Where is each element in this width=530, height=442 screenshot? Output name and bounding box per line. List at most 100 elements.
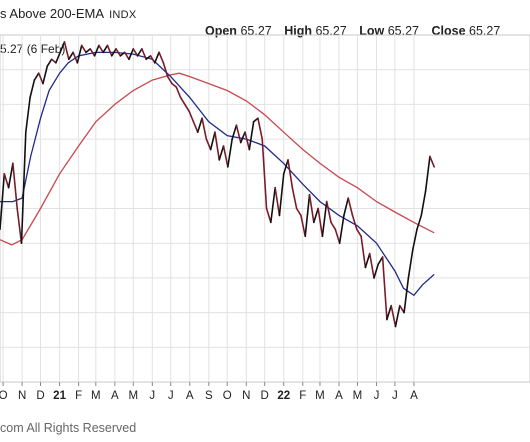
x-tick-label: M bbox=[128, 390, 138, 402]
x-tick-label: N bbox=[18, 390, 26, 402]
chart-title-text: s Above 200-EMA bbox=[0, 6, 105, 21]
price-segment bbox=[192, 120, 199, 133]
price-segment bbox=[261, 138, 268, 210]
price-segment bbox=[300, 214, 307, 238]
x-axis-ticks: O N D 21 F M A M J J A S O N D 22 F M A M J J A bbox=[0, 382, 418, 402]
price-segment bbox=[304, 193, 311, 238]
price-segment bbox=[145, 55, 152, 61]
price-segment bbox=[334, 228, 341, 244]
price-segment bbox=[42, 65, 49, 85]
x-tick-label: A bbox=[186, 390, 194, 402]
price-segment bbox=[179, 96, 186, 106]
price-segment bbox=[33, 72, 40, 81]
price-segment bbox=[59, 41, 66, 54]
price-segment bbox=[123, 51, 130, 61]
price-segment bbox=[351, 214, 358, 231]
price-segment bbox=[29, 79, 36, 99]
price-segment bbox=[7, 162, 14, 189]
price-segment bbox=[390, 304, 397, 328]
price-segment bbox=[287, 159, 294, 189]
price-segment bbox=[136, 48, 143, 57]
price-segment bbox=[12, 162, 18, 210]
price-segment bbox=[3, 173, 10, 189]
price-segment bbox=[205, 138, 212, 151]
x-tick-label: 22 bbox=[277, 390, 290, 402]
chart-grid bbox=[0, 34, 530, 383]
price-segment bbox=[416, 214, 423, 231]
price-segment bbox=[330, 221, 337, 231]
price-segment bbox=[265, 207, 272, 224]
short-ema-line bbox=[0, 51, 435, 297]
x-tick-label: O bbox=[223, 390, 232, 402]
price-segment bbox=[209, 131, 216, 151]
x-tick-label: O bbox=[0, 390, 8, 402]
price-segment bbox=[364, 252, 371, 269]
price-segment bbox=[171, 82, 178, 88]
price-segment bbox=[424, 155, 431, 192]
x-tick-label: D bbox=[261, 390, 269, 402]
x-tick-label: A bbox=[335, 390, 343, 402]
price-segment bbox=[227, 138, 233, 168]
current-value-label: 5.27 (6 Feb) bbox=[0, 42, 66, 56]
price-segment bbox=[239, 131, 246, 144]
x-tick-label: M bbox=[91, 390, 101, 402]
price-segment bbox=[278, 173, 285, 217]
price-segment bbox=[403, 277, 410, 314]
x-tick-label: N bbox=[242, 390, 250, 402]
price-segment bbox=[429, 155, 435, 168]
x-tick-label: F bbox=[75, 390, 82, 402]
price-segment bbox=[46, 58, 53, 68]
price-segment bbox=[119, 51, 126, 57]
copyright-footer: com All Rights Reserved bbox=[0, 421, 137, 435]
price-segment bbox=[321, 200, 328, 238]
x-tick-label: S bbox=[205, 390, 213, 402]
price-segment bbox=[252, 117, 259, 123]
price-segment bbox=[24, 96, 31, 133]
price-segment bbox=[282, 159, 289, 175]
price-segment bbox=[218, 145, 225, 161]
price-segment bbox=[141, 48, 147, 61]
price-segment bbox=[72, 51, 79, 64]
price-segment bbox=[93, 44, 100, 57]
price-segment bbox=[85, 48, 92, 54]
price-segment bbox=[55, 51, 61, 64]
price-segment bbox=[0, 173, 6, 231]
price-segment bbox=[188, 110, 195, 123]
symbol-label: INDX bbox=[109, 9, 137, 21]
price-segment bbox=[222, 145, 229, 168]
price-segment bbox=[110, 48, 117, 57]
x-tick-label: J bbox=[374, 390, 380, 402]
price-segment bbox=[184, 103, 190, 113]
price-segment bbox=[360, 235, 367, 269]
price-segment bbox=[149, 55, 156, 64]
x-tick-label: J bbox=[149, 390, 155, 402]
price-segment bbox=[291, 186, 298, 210]
price-segment bbox=[166, 75, 173, 85]
price-segment bbox=[63, 41, 70, 61]
x-tick-label: J bbox=[168, 390, 174, 402]
price-segment bbox=[386, 304, 393, 321]
chart-title: s Above 200-EMA INDX bbox=[0, 6, 137, 21]
x-tick-label: D bbox=[36, 390, 44, 402]
price-segment bbox=[420, 190, 427, 217]
price-segment bbox=[102, 44, 109, 54]
x-tick-label: M bbox=[353, 390, 363, 402]
price-segment bbox=[80, 44, 87, 54]
price-segment bbox=[399, 304, 405, 314]
price-segment bbox=[325, 200, 332, 224]
price-segment bbox=[308, 193, 315, 224]
price-segment bbox=[248, 120, 255, 151]
price-segment bbox=[132, 48, 139, 57]
price-segment bbox=[347, 197, 354, 217]
price-segment bbox=[270, 186, 276, 224]
x-tick-label: M bbox=[315, 390, 325, 402]
price-segment bbox=[50, 58, 57, 64]
price-segment bbox=[201, 117, 208, 140]
price-segment bbox=[231, 124, 238, 140]
price-segment bbox=[158, 51, 165, 64]
price-segment bbox=[295, 207, 302, 217]
price-segment bbox=[407, 249, 414, 279]
price-segment bbox=[338, 214, 345, 244]
x-tick-label: A bbox=[410, 390, 418, 402]
